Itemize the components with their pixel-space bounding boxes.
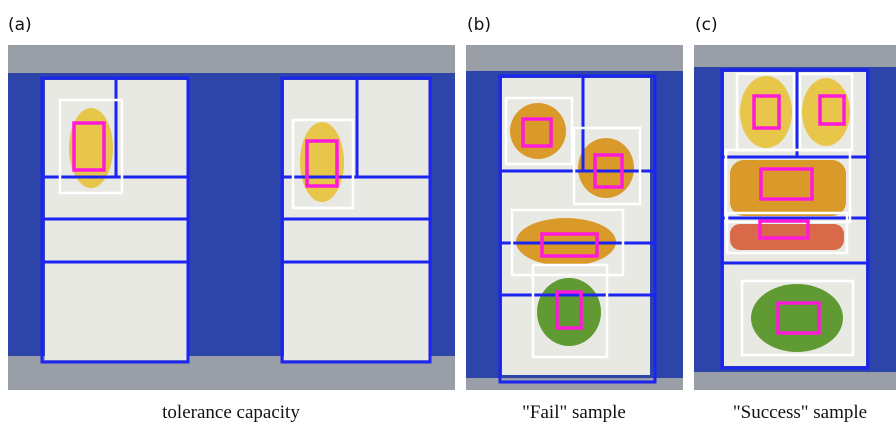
panel-label: (a): [8, 15, 32, 35]
panel-caption: "Fail" sample: [522, 402, 626, 423]
panel-b-photo: [466, 45, 683, 390]
panel-c-photo: [694, 45, 896, 390]
panel-label: (b): [467, 15, 491, 35]
panel-a-photo: [8, 45, 455, 390]
figure: (a) (b) (c) tolerance capacity "Fail" sa…: [0, 0, 896, 425]
page: (a) (b) (c) tolerance capacity "Fail" sa…: [0, 0, 896, 425]
panel-label: (c): [695, 15, 718, 35]
panel-caption: "Success" sample: [733, 402, 867, 423]
panel-caption: tolerance capacity: [162, 402, 300, 423]
